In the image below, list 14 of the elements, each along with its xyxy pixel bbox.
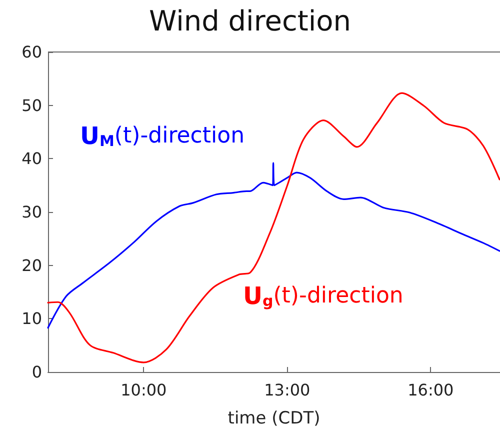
y-tick-label: 10 [22, 309, 42, 328]
y-tick-label: 30 [22, 202, 42, 222]
y-tick-label: 20 [22, 256, 42, 275]
x-axis-title: time (CDT) [228, 408, 320, 428]
line-series [47, 162, 500, 329]
y-tick-label: 60 [22, 42, 42, 62]
x-tick-label: 10:00 [120, 380, 167, 400]
line-series [47, 92, 500, 364]
x-tick-label: 13:00 [264, 380, 310, 400]
y-tick-label: 0 [32, 362, 42, 382]
y-tick-label: 50 [22, 96, 42, 115]
chart-title: Wind direction [149, 4, 351, 38]
x-tick-label: 16:00 [408, 380, 454, 400]
y-tick-label: 40 [22, 149, 42, 168]
